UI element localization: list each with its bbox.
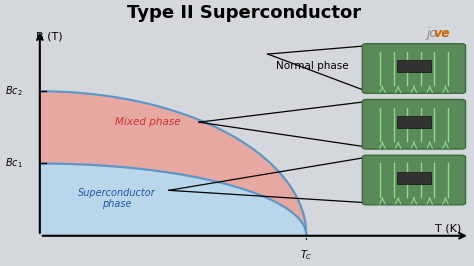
Text: $T_C$: $T_C$: [300, 248, 313, 262]
Title: Type II Superconductor: Type II Superconductor: [127, 4, 361, 22]
Text: Mixed phase: Mixed phase: [115, 117, 180, 127]
Bar: [397, 116, 431, 128]
Bar: [397, 172, 431, 184]
Text: $Bc_2$: $Bc_2$: [5, 84, 23, 98]
Text: T (K): T (K): [435, 223, 461, 233]
Text: ve: ve: [434, 27, 450, 40]
Text: jo: jo: [427, 27, 438, 40]
FancyBboxPatch shape: [362, 99, 465, 149]
Bar: [397, 60, 431, 72]
FancyBboxPatch shape: [362, 44, 465, 93]
Text: Normal phase: Normal phase: [276, 61, 349, 72]
FancyBboxPatch shape: [362, 155, 465, 205]
Text: Superconductor
phase: Superconductor phase: [78, 188, 156, 209]
Text: B (T): B (T): [36, 31, 63, 41]
Text: $Bc_1$: $Bc_1$: [5, 157, 23, 171]
